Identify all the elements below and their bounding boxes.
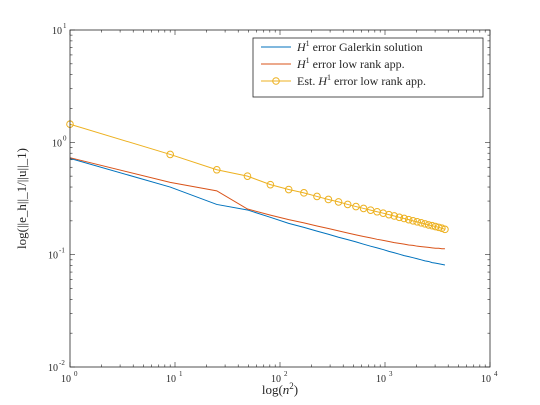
legend-entry: H1 error low rank app.	[261, 56, 405, 71]
data-point-marker	[166, 150, 174, 159]
x-tick-label-exponent: 1	[179, 370, 183, 378]
data-point-marker	[300, 189, 308, 197]
legend: H1 error Galerkin solution H1 error low r…	[252, 37, 484, 98]
data-point-marker	[352, 202, 360, 211]
data-point-marker	[424, 221, 433, 229]
tick-labels: 10 0 10 1 10 2 10 3 10 410 -210 -110 010 1	[48, 22, 498, 385]
x-tick-label-exponent: 3	[389, 370, 393, 378]
y-axis-label: log(||e_h||_1/||u||_1)	[14, 148, 29, 249]
series-2	[69, 157, 445, 250]
data-point-marker	[266, 180, 275, 189]
data-point-marker	[385, 210, 393, 219]
legend-label: H1 error Galerkin solution	[296, 39, 423, 54]
data-point-marker	[400, 214, 408, 223]
y-tick-label-exponent: -1	[59, 247, 65, 255]
data-point-marker	[413, 218, 421, 226]
x-axis-label: log(n2)	[262, 381, 298, 397]
legend-label: H1 error low rank app.	[296, 56, 405, 71]
x-tick-label: 10	[61, 374, 71, 385]
legend-label: Est. H1 error low rank app.	[297, 73, 426, 88]
x-tick-label-exponent: 2	[284, 370, 288, 378]
data-point-marker	[421, 220, 429, 228]
x-tick-label: 10	[481, 374, 491, 385]
data-point-marker	[441, 225, 449, 234]
data-point-marker	[404, 215, 413, 224]
y-tick-label-exponent: -2	[59, 359, 65, 367]
series-3	[66, 120, 449, 234]
data-point-marker	[243, 172, 252, 180]
data-point-marker	[334, 198, 343, 206]
legend-entry: H1 error Galerkin solution	[261, 39, 423, 54]
x-tick-label-exponent: 0	[74, 370, 78, 378]
data-point-marker	[390, 212, 399, 220]
data-point-marker	[343, 200, 352, 209]
x-tick-label: 10	[376, 374, 386, 385]
x-tick-label: 10	[271, 374, 281, 385]
data-point-marker	[359, 204, 368, 213]
data-point-marker	[324, 195, 333, 204]
series-1	[69, 157, 446, 266]
data-point-marker	[313, 192, 321, 201]
data-point-marker	[417, 219, 425, 227]
y-tick-label-exponent: 1	[63, 22, 67, 30]
data-point-marker	[284, 185, 293, 194]
axes-box	[69, 29, 491, 368]
y-tick-label: 10	[52, 138, 62, 149]
legend-entry: Est. H1 error low rank app.	[261, 73, 426, 88]
data-point-marker	[379, 209, 387, 217]
series-lines	[66, 120, 449, 266]
data-point-marker	[395, 213, 404, 222]
y-tick-label: 10	[48, 363, 58, 374]
y-tick-label: 10	[52, 26, 62, 37]
series-line	[69, 157, 446, 266]
legend-box	[252, 37, 484, 98]
series-line	[69, 157, 445, 250]
x-tick-label-exponent: 4	[494, 370, 498, 378]
data-point-marker	[212, 165, 221, 174]
y-tick-label: 10	[48, 251, 58, 262]
legend-marker	[272, 77, 280, 85]
x-tick-label: 10	[166, 374, 176, 385]
data-point-marker	[409, 217, 417, 225]
y-tick-label-exponent: 0	[63, 134, 67, 142]
